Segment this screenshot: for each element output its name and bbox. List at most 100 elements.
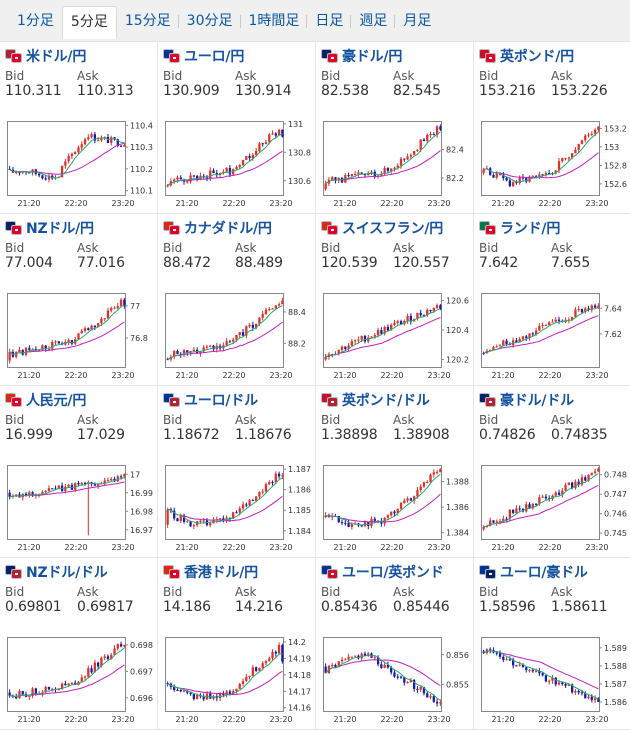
mini-chart[interactable]: 0.856 0.855 21:20 22:20 23:20 [321, 633, 470, 725]
bid-value: 130.909 [163, 83, 220, 99]
candle-body [90, 134, 93, 138]
y-tick-label: 82.4 [446, 145, 464, 154]
tab-3[interactable]: 30分足 [179, 6, 241, 36]
candle-body [67, 683, 70, 686]
chart-frame [165, 121, 284, 196]
x-tick-label: 22:20 [380, 371, 403, 380]
candle-body [202, 520, 205, 522]
ask-value: 0.74835 [551, 427, 608, 443]
candle-body [80, 144, 83, 148]
tab-2[interactable]: 15分足 [117, 6, 179, 36]
ma-fast-line [483, 306, 599, 354]
mini-chart[interactable]: 110.4 110.3 110.2 110.1 21:20 22:20 23:20 [5, 117, 154, 209]
rate-grid: 米ドル/円 Bid Ask 110.311 110.313 110.4 110.3 110.2… [0, 42, 630, 730]
tab-0[interactable]: 1分足 [17, 12, 54, 29]
chart-svg: 17 16.99 16.98 16.97 21:20 22:20 23:20 [7, 465, 153, 552]
candle-body [64, 683, 67, 686]
x-tick-label: 23:20 [585, 715, 608, 724]
candle-body [399, 321, 403, 325]
bid-label: Bid [479, 585, 499, 599]
mini-chart[interactable]: 0.748 0.747 0.746 0.745 21:20 22:20 23:20 [479, 461, 628, 553]
candle-body [353, 174, 357, 176]
pair-link[interactable]: NZドル/ドル [5, 562, 157, 582]
mini-chart[interactable]: 82.4 82.2 21:20 22:20 23:20 [321, 117, 470, 209]
chart-frame [7, 637, 126, 712]
pair-link[interactable]: 英ポンド/円 [479, 46, 630, 66]
mini-chart[interactable]: 120.6 120.4 120.2 21:20 22:20 23:20 [321, 289, 470, 381]
candle-body [212, 696, 215, 699]
candle-body [505, 659, 508, 661]
pair-link[interactable]: ユーロ/円 [163, 46, 315, 66]
y-tick-label: 0.856 [446, 651, 469, 660]
mini-chart[interactable]: 88.4 88.2 21:20 22:20 23:20 [163, 289, 312, 381]
tab-7[interactable]: 月足 [403, 12, 432, 29]
candle-body [577, 481, 580, 485]
x-tick-label: 21:20 [17, 371, 40, 380]
mini-chart[interactable]: 14.2 14.19 14.18 14.17 14.16 21:20 22:20 23:20 [163, 633, 312, 725]
candle-body [541, 325, 544, 327]
pair-link[interactable]: 米ドル/円 [5, 46, 157, 66]
mini-chart[interactable]: 0.698 0.697 0.696 21:20 22:20 23:20 [5, 633, 154, 725]
bid-value: 110.311 [5, 83, 62, 99]
mini-chart[interactable]: 1.589 1.588 1.587 1.586 21:20 22:20 23:20 [479, 633, 628, 725]
pair-link[interactable]: 豪ドル/円 [321, 46, 473, 66]
tab-1[interactable]: 5分足 [61, 5, 117, 39]
pair-link[interactable]: カナダドル/円 [163, 218, 315, 238]
y-tick-label: 130.6 [288, 177, 311, 186]
candle-body [492, 174, 495, 178]
currency-flags-icon [479, 221, 497, 235]
pair-link[interactable]: スイスフラン/円 [321, 218, 473, 238]
tab-5[interactable]: 日足 [307, 6, 352, 36]
pair-link[interactable]: 香港ドル/円 [163, 562, 315, 582]
bid-ask: Bid Ask 130.909 130.914 [163, 69, 315, 100]
candle-body [215, 173, 218, 176]
mini-chart[interactable]: 153.2 153 152.8 152.6 21:20 22:20 23:20 [479, 117, 628, 209]
pair-link[interactable]: 英ポンド/ドル [321, 390, 473, 410]
chart-svg: 1.388 1.386 1.384 21:20 22:20 23:20 [323, 465, 469, 552]
mini-chart[interactable]: 17 16.99 16.98 16.97 21:20 22:20 23:20 [5, 461, 154, 553]
candle-body [409, 315, 413, 322]
chart-svg: 88.4 88.2 21:20 22:20 23:20 [165, 293, 306, 380]
candle-body [340, 346, 344, 350]
pair-link[interactable]: ランド/円 [479, 218, 630, 238]
candle-body [248, 324, 251, 327]
candle-body [166, 359, 169, 361]
currency-flags-icon [479, 393, 497, 407]
mini-chart[interactable]: 7.64 7.62 21:20 22:20 23:20 [479, 289, 628, 381]
mini-chart[interactable]: 1.187 1.186 1.185 1.184 21:20 22:20 23:20 [163, 461, 312, 553]
currency-flags-icon [321, 565, 339, 579]
candle-body [502, 656, 505, 660]
mini-chart[interactable]: 1.388 1.386 1.384 21:20 22:20 23:20 [321, 461, 470, 553]
pair-link[interactable]: ユーロ/英ポンド [321, 562, 473, 582]
candle-body [551, 321, 554, 323]
candle-body [409, 154, 413, 157]
y-tick-label: 1.386 [446, 503, 469, 512]
candle-body [113, 648, 116, 655]
mini-chart[interactable]: 131 130.8 130.6 21:20 22:20 23:20 [163, 117, 312, 209]
tab-6[interactable]: 週足 [351, 6, 396, 36]
candle-body [70, 340, 74, 344]
candle-body [277, 304, 281, 306]
candle-body [495, 652, 498, 654]
candle-body [87, 668, 90, 677]
candle-body [380, 664, 383, 668]
candle-body [531, 333, 534, 335]
candle-body [281, 300, 284, 305]
candle-body [80, 330, 83, 334]
pair-link[interactable]: ユーロ/ドル [163, 390, 315, 410]
tab-4[interactable]: 1時間足 [241, 6, 308, 36]
mini-chart[interactable]: 77 76.8 21:20 22:20 23:20 [5, 289, 154, 381]
pair-link[interactable]: ユーロ/豪ドル [479, 562, 630, 582]
pair-link[interactable]: 豪ドル/ドル [479, 390, 630, 410]
rate-card: NZドル/ドル Bid Ask 0.69801 0.69817 0.698 0.697 0.6… [0, 558, 158, 730]
pair-link[interactable]: 人民元/円 [5, 390, 157, 410]
candle-body [93, 484, 97, 486]
bid-value: 1.58596 [479, 599, 536, 615]
candle-body [403, 677, 406, 683]
pair-link[interactable]: NZドル/円 [5, 218, 157, 238]
bid-value: 0.69801 [5, 599, 62, 615]
ask-label: Ask [551, 585, 573, 599]
chart-svg: 0.748 0.747 0.746 0.745 21:20 22:20 23:20 [481, 465, 627, 552]
candle-body [360, 335, 363, 340]
candle-body [186, 690, 189, 693]
